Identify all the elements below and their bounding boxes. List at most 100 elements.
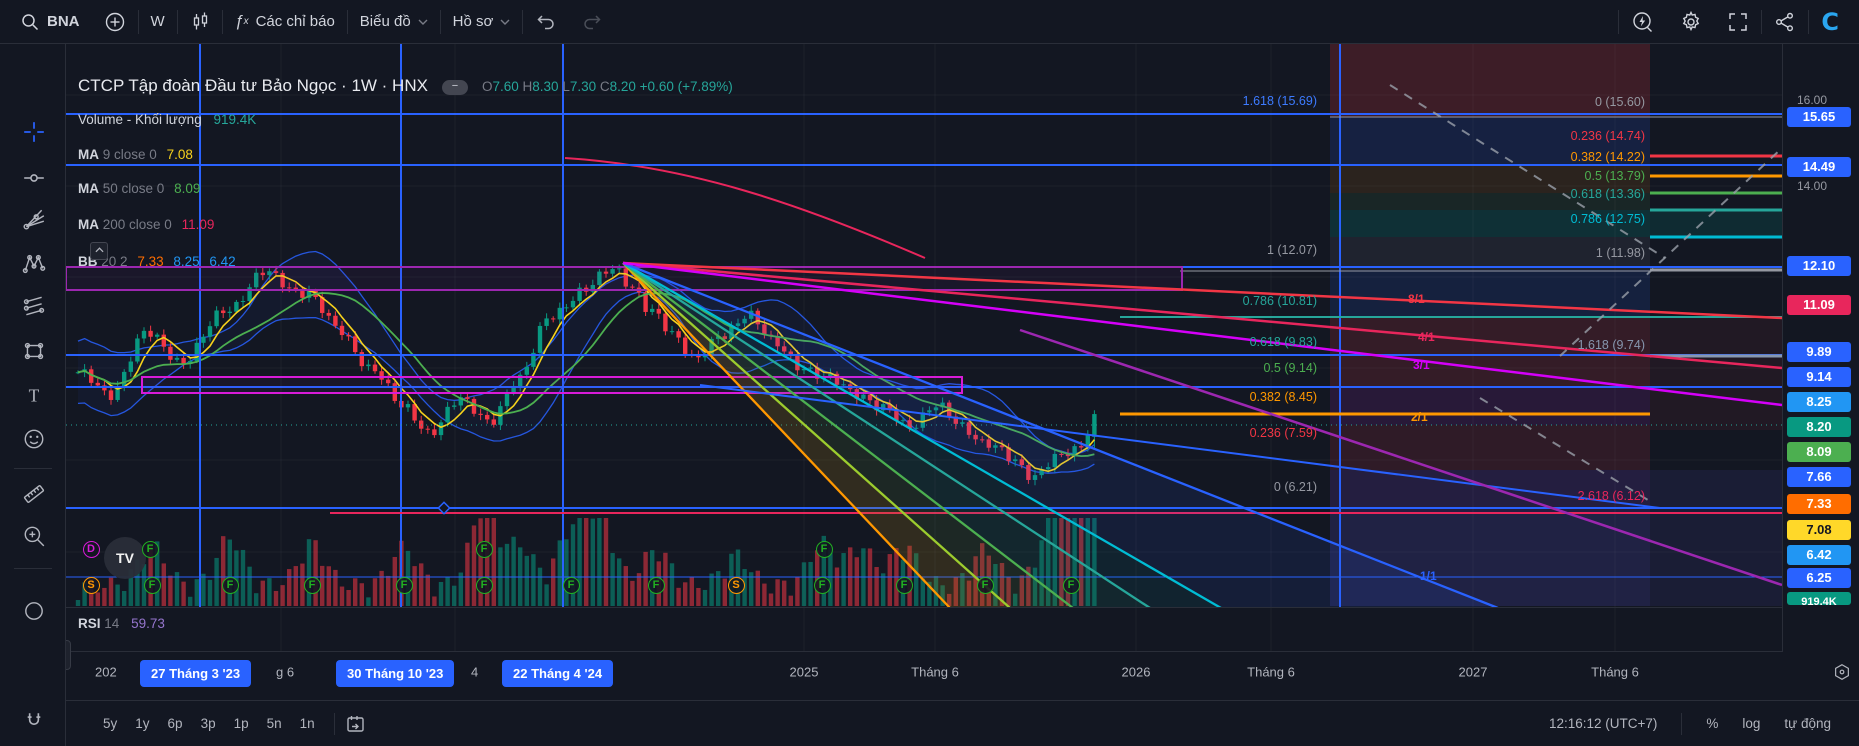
chevron-down-icon [500,19,510,25]
smiley-icon [24,429,44,449]
event-marker-f[interactable]: F [475,540,493,558]
profile-menu[interactable]: Hồ sơ [441,6,523,38]
range-button-6p[interactable]: 6p [167,716,183,731]
fib-extension-label: 0.786 (10.81) [1242,294,1317,308]
event-marker-f[interactable]: F [475,576,493,594]
date-marker-button[interactable]: 27 Tháng 3 '23 [140,660,252,687]
fib-extension-label: 0.382 (8.45) [1249,390,1317,404]
date-marker-button[interactable]: 22 Tháng 4 '24 [502,660,614,687]
svg-text:T: T [29,385,40,405]
fib-retracement-label: 0 (15.60) [1594,95,1645,109]
event-marker-f[interactable]: F [813,576,831,594]
zoom-in-tool-button[interactable] [22,524,46,548]
pane-separator[interactable] [66,607,1859,608]
legend-scroll-button[interactable] [90,242,108,260]
auto-scale-button[interactable]: tự động [1784,716,1831,731]
price-axis-badge: 14.49 [1787,157,1851,177]
clock-display[interactable]: 12:16:12 (UTC+7) [1548,716,1658,731]
event-marker-f[interactable]: F [895,576,913,594]
event-marker-f[interactable]: F [562,576,580,594]
range-button-5y[interactable]: 5y [103,716,118,731]
add-symbol-button[interactable] [92,6,138,38]
chart-layout-menu[interactable]: Biểu đồ [348,6,440,38]
bb-upper-value: 8.25 [173,254,200,269]
measure-tool-button[interactable] [22,482,46,506]
fib-extension-label: 0.618 (9.83) [1249,335,1317,349]
event-marker-f[interactable]: F [143,576,161,594]
chart-style-button[interactable] [178,6,222,38]
candlestick-icon [190,11,210,33]
rsi-legend-row[interactable]: RSI 14 59.73 [78,616,165,631]
toolbar-divider [221,9,223,34]
gann-fan-label: 1/1 [1420,569,1437,583]
range-button-1y[interactable]: 1y [135,716,150,731]
event-marker-d[interactable]: D [82,540,100,558]
gann-fan-tool-button[interactable] [22,207,46,231]
ma9-legend-row[interactable]: MA 9 close 0 7.08 [78,147,193,162]
projection-tool-button[interactable] [22,294,46,318]
settings-button[interactable] [1667,6,1715,38]
event-marker-f[interactable]: F [976,576,994,594]
price-axis-badge: 6.42 [1787,545,1851,565]
event-marker-f[interactable]: F [1062,576,1080,594]
ma200-params: 200 close 0 [102,217,172,232]
alert-button[interactable] [1619,6,1667,38]
chart-legend-title-row[interactable]: CTCP Tập đoàn Đầu tư Bảo Ngọc · 1W · HNX… [78,76,733,96]
fib-retracement-label: 0.786 (12.75) [1570,212,1645,226]
search-icon [20,12,40,32]
percent-scale-button[interactable]: % [1706,716,1719,731]
interval-button[interactable]: W [139,6,177,38]
bottom-right-controls: 12:16:12 (UTC+7) % log tự động [1539,712,1841,735]
eraser-tool-button[interactable] [22,599,46,623]
range-button-3p[interactable]: 3p [200,716,216,731]
log-scale-button[interactable]: log [1742,716,1761,731]
event-marker-f[interactable]: F [303,576,321,594]
redo-button[interactable] [569,6,615,38]
text-tool-button[interactable]: T [22,384,46,408]
event-marker-f[interactable]: F [141,540,159,558]
ma200-legend-row[interactable]: MA 200 close 0 11.09 [78,217,215,232]
volume-legend-row[interactable]: Volume - Khối lượng 919.4K [78,112,256,127]
undo-button[interactable] [523,6,569,38]
range-button-5n[interactable]: 5n [266,716,282,731]
ma50-legend-row[interactable]: MA 50 close 0 8.09 [78,181,201,196]
zoom-in-icon [24,526,45,547]
price-axis-badge: 12.10 [1787,256,1851,276]
pattern-tool-button[interactable] [22,252,46,276]
toolbar-divider [522,9,524,34]
crosshair-tool-button[interactable] [22,120,46,144]
price-axis-grid-label: 14.00 [1797,179,1828,193]
crosshair-icon [24,122,44,142]
event-marker-s[interactable]: S [82,576,100,594]
event-marker-f[interactable]: F [815,540,833,558]
date-marker-button[interactable]: 30 Tháng 10 '23 [336,660,455,687]
share-button[interactable] [1762,6,1808,38]
broker-logo[interactable]: C [1809,6,1851,38]
undo-icon [537,14,555,29]
price-axis-badge: 8.25 [1787,392,1851,412]
range-button-1p[interactable]: 1p [233,716,249,731]
magnet-mode-button[interactable] [22,710,46,734]
price-axis-badge: 6.25 [1787,568,1851,588]
time-axis-label: Tháng 6 [1591,664,1639,680]
toolbar-divider [1681,712,1683,735]
emoji-tool-button[interactable] [22,427,46,451]
range-button-1n[interactable]: 1n [299,716,315,731]
event-marker-f[interactable]: F [395,576,413,594]
event-marker-f[interactable]: F [647,576,665,594]
shapes-tool-button[interactable] [22,339,46,363]
event-marker-f[interactable]: F [221,576,239,594]
axis-settings-icon[interactable] [1832,662,1852,687]
go-to-date-button[interactable] [345,713,367,735]
event-marker-s[interactable]: S [727,576,745,594]
fullscreen-button[interactable] [1715,6,1761,38]
trendline-tool-button[interactable] [22,166,46,190]
rsi-value: 59.73 [131,616,165,631]
symbol-search-button[interactable]: BNA [8,6,92,38]
legend-collapse-button[interactable]: − [441,79,468,95]
time-axis-separator [66,651,1859,652]
